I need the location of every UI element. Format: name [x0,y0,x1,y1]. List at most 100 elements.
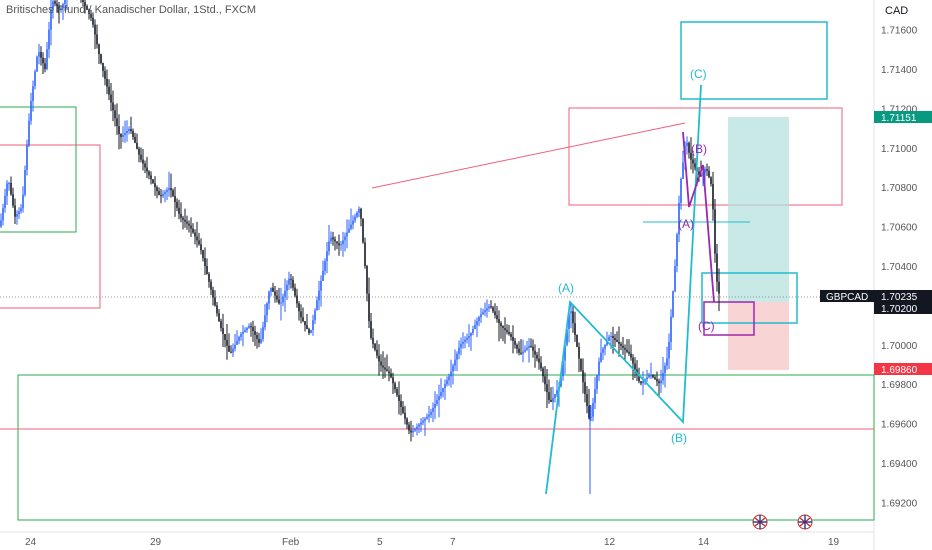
purple-label-c: (C) [698,319,715,333]
candle-body [572,311,574,324]
uk-flag-icon[interactable] [752,514,768,530]
candle-body [130,129,132,132]
candle-body [112,102,114,111]
candle-body [582,370,584,383]
candle-body [566,329,568,345]
candle-body [364,242,366,266]
candle-body [638,375,640,382]
candle-body [60,7,62,9]
candle-body [412,430,414,433]
price-axis-ticks: 1.71600 1.71400 1.71200 1.71000 1.70800 1.706… [881,26,918,510]
candle-body [0,220,2,227]
candle-body [118,126,120,134]
currency-label[interactable]: CAD [885,5,908,17]
candle-body [450,371,452,377]
candle-body [230,351,232,353]
candle-body [630,353,632,358]
candle-body [436,399,438,404]
candle-body [712,183,714,210]
lower-price-text: 1.69860 [881,365,918,376]
time-axis[interactable] [0,532,874,550]
candle-body [224,333,226,340]
candle-body [44,63,46,69]
candle-body [580,358,582,371]
candle-body [232,348,234,353]
candle-body [52,1,54,10]
candle-body [708,170,710,178]
candle-body [274,291,276,296]
candle-body [648,375,650,378]
candle-body [632,357,634,364]
purple-wave-abc[interactable] [682,131,715,303]
y-tick-label: 1.71400 [881,65,918,76]
candle-body [106,78,108,87]
candle-body [8,182,10,184]
candle-body [10,182,12,195]
candle-body [228,345,230,352]
candle-body [204,258,206,266]
candle-body [308,329,310,333]
candle-body [248,326,250,329]
candle-body [626,349,628,352]
candle-body [36,56,38,72]
candle-body [136,142,138,149]
candle-body [210,281,212,290]
red-trend-line[interactable] [371,122,686,189]
candle-body [108,86,110,95]
candle-body [520,352,522,354]
candle-body [524,349,526,352]
candle-body [516,344,518,349]
candle-body [292,279,294,288]
candle-body [438,396,440,400]
candle-body [12,194,14,206]
y-tick-label: 1.70800 [881,183,918,194]
uk-flag-icon[interactable] [797,514,813,530]
price-axis[interactable] [874,0,932,550]
candle-body [140,154,142,160]
candle-body [180,213,182,218]
symbol-badge-text: GBPCAD [826,292,868,303]
candle-body [622,345,624,348]
candle-body [482,312,484,315]
candle-body [430,411,432,415]
candle-body [98,44,100,55]
candle-body [470,332,472,336]
profit-zone[interactable] [728,117,789,302]
candle-body [714,209,716,254]
candle-body [368,293,370,322]
candle-body [414,428,416,431]
candle-body [110,94,112,103]
candle-body [538,358,540,363]
candle-body [94,24,96,35]
candle-body [158,191,160,196]
purple-box[interactable] [703,301,755,336]
candle-body [310,330,312,333]
candle-body [312,320,314,331]
candle-body [14,205,16,217]
candle-body [456,353,458,360]
candle-body [314,310,316,321]
candle-body [268,291,270,304]
candle-body [694,163,696,168]
cyan-target-box[interactable] [680,21,828,100]
x-tick-label: 7 [450,537,456,548]
y-tick-label: 1.69400 [881,459,918,470]
candle-body [326,251,328,262]
candle-body [578,346,580,359]
candle-body [600,352,602,362]
candle-body [382,365,384,368]
loss-zone[interactable] [728,302,789,370]
cyan-entry-box[interactable] [701,272,798,324]
candle-body [394,383,396,390]
candle-body [604,344,606,349]
candle-body [432,407,434,412]
candle-body [498,319,500,324]
candle-body [286,284,288,291]
candle-body [132,131,134,137]
upper-price-badge [874,111,932,123]
red-zone-left[interactable] [0,144,101,309]
cyan-wave-abc[interactable] [545,84,702,495]
green-zone-bottom[interactable] [17,374,875,521]
candle-body [646,377,648,380]
